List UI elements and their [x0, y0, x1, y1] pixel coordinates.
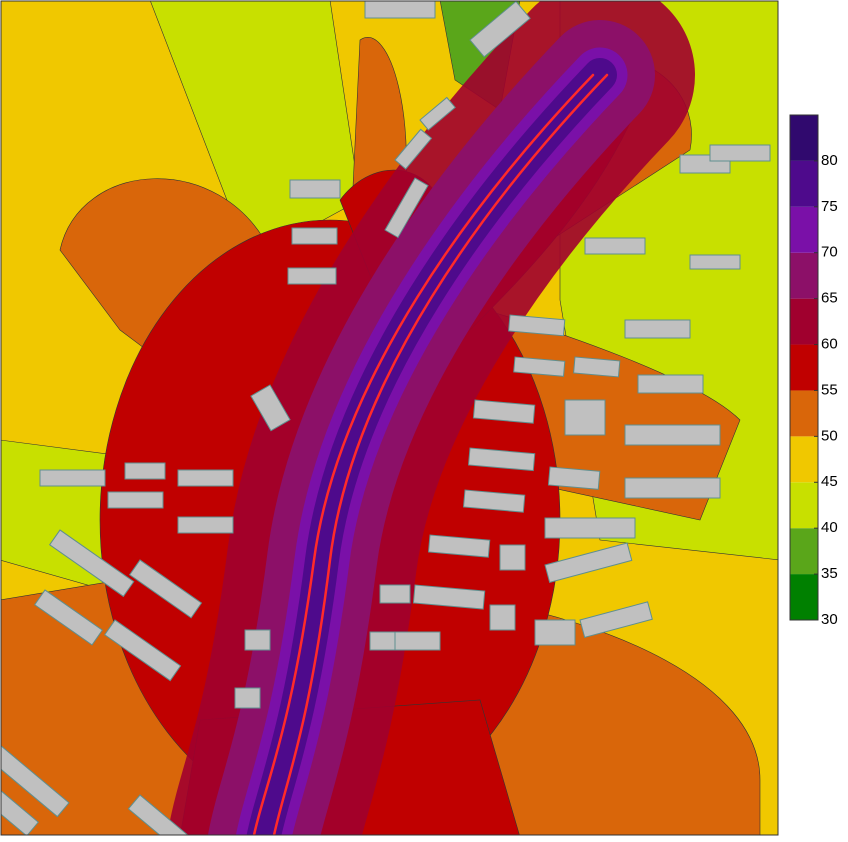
building [585, 238, 645, 254]
legend-band [790, 390, 818, 436]
building [288, 268, 336, 284]
legend-band [790, 482, 818, 528]
legend-tick-label: 30 [821, 611, 838, 628]
building [380, 585, 410, 603]
building [125, 463, 165, 479]
building [625, 320, 690, 338]
building [365, 0, 435, 18]
building [574, 357, 620, 377]
building [178, 470, 233, 486]
building [490, 605, 515, 630]
legend-tick-label: 75 [821, 198, 838, 215]
building [178, 517, 233, 533]
legend-band [790, 207, 818, 253]
building [40, 470, 105, 486]
legend-band [790, 528, 818, 574]
noise-map [0, 0, 780, 837]
legend-band [790, 161, 818, 207]
legend-band [790, 345, 818, 391]
legend-band [790, 253, 818, 299]
color-legend: 30 35 40 45 50 55 60 65 70 75 80 [790, 115, 838, 628]
building [545, 518, 635, 538]
legend-tick-label: 70 [821, 244, 838, 261]
building [565, 400, 605, 435]
building [235, 688, 260, 708]
building [710, 145, 770, 161]
building [245, 630, 270, 650]
legend-tick-label: 65 [821, 290, 838, 307]
legend-tick-label: 45 [821, 473, 838, 490]
building [395, 632, 440, 650]
building [690, 255, 740, 269]
legend-tick-label: 55 [821, 381, 838, 398]
building [535, 620, 575, 645]
noise-map-view: 30 35 40 45 50 55 60 65 70 75 80 [0, 0, 848, 837]
legend-band [790, 115, 818, 161]
building [290, 180, 340, 198]
legend-band [790, 299, 818, 345]
legend-band [790, 436, 818, 482]
building [500, 545, 525, 570]
building [370, 632, 395, 650]
building [548, 467, 599, 489]
legend-tick-label: 50 [821, 427, 838, 444]
building [638, 375, 703, 393]
legend-tick-label: 35 [821, 565, 838, 582]
building [292, 228, 337, 244]
legend-tick-label: 60 [821, 336, 838, 353]
building [108, 492, 163, 508]
legend-tick-label: 80 [821, 152, 838, 169]
legend-band [790, 574, 818, 620]
building [625, 425, 720, 445]
legend-tick-label: 40 [821, 519, 838, 536]
building [625, 478, 720, 498]
